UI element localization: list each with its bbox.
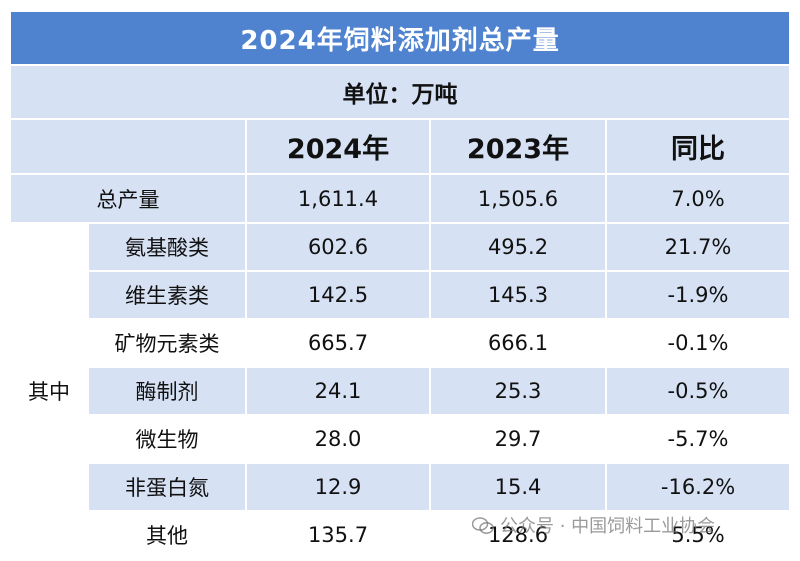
row-label: 维生素类: [87, 270, 247, 320]
row-yoy: -0.1%: [604, 318, 792, 368]
row-2023: 495.2: [429, 222, 607, 272]
group-label: 其中: [9, 222, 89, 560]
total-2023: 1,505.6: [429, 173, 607, 224]
production-table: 2024年饲料添加剂总产量 单位：万吨 2024年 2023年 同比 总产量 1…: [8, 10, 792, 560]
row-yoy: 5.5%: [604, 510, 792, 560]
row-label: 微生物: [87, 414, 247, 464]
row-yoy: -0.5%: [604, 366, 792, 416]
row-yoy: -5.7%: [604, 414, 792, 464]
header-row: 2024年 2023年 同比: [9, 118, 792, 175]
table-row: 非蛋白氮 12.9 15.4 -16.2%: [10, 462, 792, 512]
row-2024: 602.6: [245, 222, 431, 272]
header-2023: 2023年: [429, 118, 607, 175]
header-2024: 2024年: [245, 118, 431, 175]
total-2024: 1,611.4: [245, 173, 431, 224]
row-2023: 15.4: [429, 462, 607, 512]
table-row: 维生素类 142.5 145.3 -1.9%: [10, 270, 792, 320]
total-label: 总产量: [9, 173, 247, 224]
row-yoy: -1.9%: [604, 270, 792, 320]
row-2023: 666.1: [429, 318, 607, 368]
row-2024: 12.9: [245, 462, 431, 512]
row-2024: 665.7: [245, 318, 431, 368]
row-2023: 29.7: [429, 414, 607, 464]
row-2023: 25.3: [429, 366, 607, 416]
row-label: 矿物元素类: [87, 318, 247, 368]
row-label: 其他: [87, 510, 247, 560]
row-2023: 145.3: [429, 270, 607, 320]
header-blank: [9, 118, 247, 175]
row-label: 酶制剂: [87, 366, 247, 416]
row-2023: 128.6: [429, 510, 607, 560]
row-2024: 135.7: [245, 510, 431, 560]
table-row: 酶制剂 24.1 25.3 -0.5%: [10, 366, 792, 416]
row-label: 氨基酸类: [87, 222, 247, 272]
table-row: 其他 135.7 128.6 5.5%: [10, 510, 792, 560]
title-row: 2024年饲料添加剂总产量: [8, 10, 792, 66]
row-label: 非蛋白氮: [87, 462, 247, 512]
table-title: 2024年饲料添加剂总产量: [8, 10, 792, 66]
unit-row: 单位：万吨: [8, 64, 792, 120]
row-2024: 142.5: [245, 270, 431, 320]
row-yoy: -16.2%: [604, 462, 792, 512]
total-row: 总产量 1,611.4 1,505.6 7.0%: [9, 173, 792, 224]
row-2024: 28.0: [245, 414, 431, 464]
unit-label: 单位：万吨: [8, 64, 792, 120]
total-yoy: 7.0%: [604, 173, 792, 224]
header-yoy: 同比: [604, 118, 792, 175]
row-2024: 24.1: [245, 366, 431, 416]
feed-additive-table-frame: 2024年饲料添加剂总产量 单位：万吨 2024年 2023年 同比 总产量 1…: [8, 10, 792, 560]
table-row: 矿物元素类 665.7 666.1 -0.1%: [10, 318, 792, 368]
table-row: 微生物 28.0 29.7 -5.7%: [10, 414, 792, 464]
table-row: 其中 氨基酸类 602.6 495.2 21.7%: [9, 222, 792, 560]
row-yoy: 21.7%: [604, 222, 792, 272]
